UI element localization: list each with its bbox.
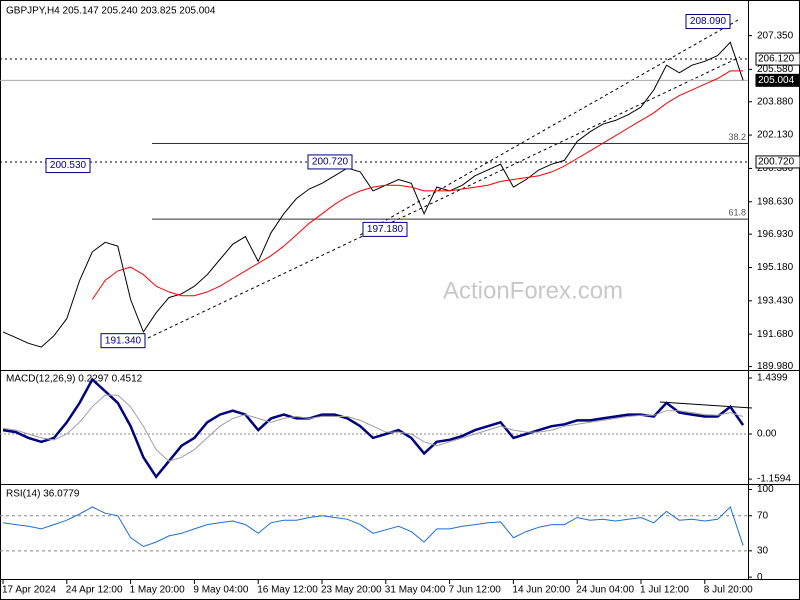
y-tick-label: 70 [757,510,769,521]
x-tick-label: 24 Apr 12:00 [66,585,123,596]
x-tick-label: 24 Jun 04:00 [576,585,634,596]
y-tick-label: 198.630 [757,196,794,207]
series-line [91,70,744,300]
watermark: ActionForex.com [443,277,623,304]
panel-title: RSI(14) 36.0779 [6,489,80,500]
point-label-box [307,154,353,170]
y-tick-label: 205.580 [757,64,794,75]
fib-label: 38.2 [728,132,746,142]
x-tick-label: 17 Apr 2024 [2,585,56,596]
series-line [2,41,744,348]
y-tick-label: 193.430 [757,295,794,306]
x-tick-label: 7 Jun 12:00 [449,585,502,596]
y-tick-label: 189.980 [757,361,794,372]
y-tick-label: 200.380 [757,163,794,174]
y-tick-label: -1.1594 [757,474,791,485]
y-tick-label: 0 [757,572,763,583]
x-tick-label: 23 May 20:00 [321,585,382,596]
level-label: 205.004 [758,75,795,86]
series-line [2,506,744,548]
x-tick-label: 1 May 20:00 [130,585,185,596]
series-line [2,394,744,462]
y-tick-label: 1.4399 [757,373,788,384]
y-tick-label: 196.930 [757,229,794,240]
y-tick-label: 207.350 [757,30,794,41]
level-label-box [755,52,800,66]
point-label-box [45,158,91,174]
level-label: 200.720 [758,157,795,168]
y-tick-label: 191.680 [757,329,794,340]
trendline [147,56,741,339]
y-tick-label: 30 [757,545,769,556]
point-label: 200.530 [50,160,87,171]
trendline [359,19,739,236]
point-label: 191.340 [105,335,142,346]
fib-label: 61.8 [728,207,746,217]
x-tick-label: 1 Jul 12:00 [640,585,689,596]
y-tick-label: 195.180 [757,262,794,273]
point-label-box [362,221,408,237]
y-tick-label: 0.00 [757,429,777,440]
level-label: 206.120 [758,54,795,65]
x-tick-label: 16 May 12:00 [257,585,318,596]
x-tick-label: 31 May 04:00 [385,585,446,596]
divergence-line [659,401,753,409]
series-line [2,377,745,479]
point-label: 197.180 [367,224,404,235]
point-label: 200.720 [312,157,349,168]
point-label: 208.090 [690,16,727,27]
panel-title: MACD(12,26,9) 0.2297 0.4512 [6,374,143,385]
y-tick-label: 202.130 [757,130,794,141]
level-label-box [755,73,800,87]
point-label-box [685,14,731,30]
y-tick-label: 100 [757,484,774,495]
x-tick-label: 8 Jul 20:00 [704,585,753,596]
chart-title: GBPJPY,H4 205.147 205.240 203.825 205.00… [6,6,216,17]
y-tick-label: 203.880 [757,96,794,107]
level-label-box [755,155,800,169]
x-tick-label: 14 Jun 20:00 [512,585,570,596]
point-label-box [100,333,146,349]
x-tick-label: 9 May 04:00 [193,585,248,596]
